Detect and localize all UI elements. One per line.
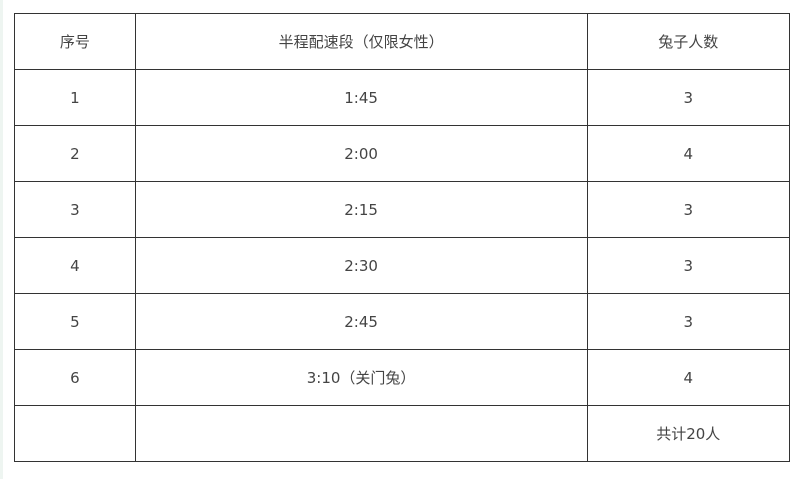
cell-count: 4 [586,125,790,182]
header-row: 序号 半程配速段（仅限女性） 兔子人数 [14,13,790,70]
total-row: 共计20人 [14,405,790,462]
header-pace: 半程配速段（仅限女性） [134,13,588,70]
cell-count: 3 [586,181,790,238]
cell-index: 3 [14,181,136,238]
table-row: 5 2:45 3 [14,293,790,350]
cell-index: 6 [14,349,136,406]
cell-index: 1 [14,69,136,126]
cell-pace: 2:15 [134,181,588,238]
cell-count: 3 [586,69,790,126]
cell-count: 3 [586,237,790,294]
cell-pace: 3:10（关门兔） [134,349,588,406]
cell-index [14,405,136,462]
cell-pace: 2:00 [134,125,588,182]
table-row: 3 2:15 3 [14,181,790,238]
table-row: 4 2:30 3 [14,237,790,294]
cell-pace: 2:45 [134,293,588,350]
cell-index: 2 [14,125,136,182]
table-row: 1 1:45 3 [14,69,790,126]
cell-index: 4 [14,237,136,294]
cell-count: 3 [586,293,790,350]
left-edge [0,0,3,479]
header-count: 兔子人数 [586,13,790,70]
pacer-table: 序号 半程配速段（仅限女性） 兔子人数 1 1:45 3 2 2:00 4 3 … [14,13,790,462]
cell-pace: 1:45 [134,69,588,126]
header-index: 序号 [14,13,136,70]
cell-count: 4 [586,349,790,406]
cell-index: 5 [14,293,136,350]
table-row: 6 3:10（关门兔） 4 [14,349,790,406]
cell-pace [134,405,588,462]
table-row: 2 2:00 4 [14,125,790,182]
cell-pace: 2:30 [134,237,588,294]
cell-total: 共计20人 [586,405,790,462]
